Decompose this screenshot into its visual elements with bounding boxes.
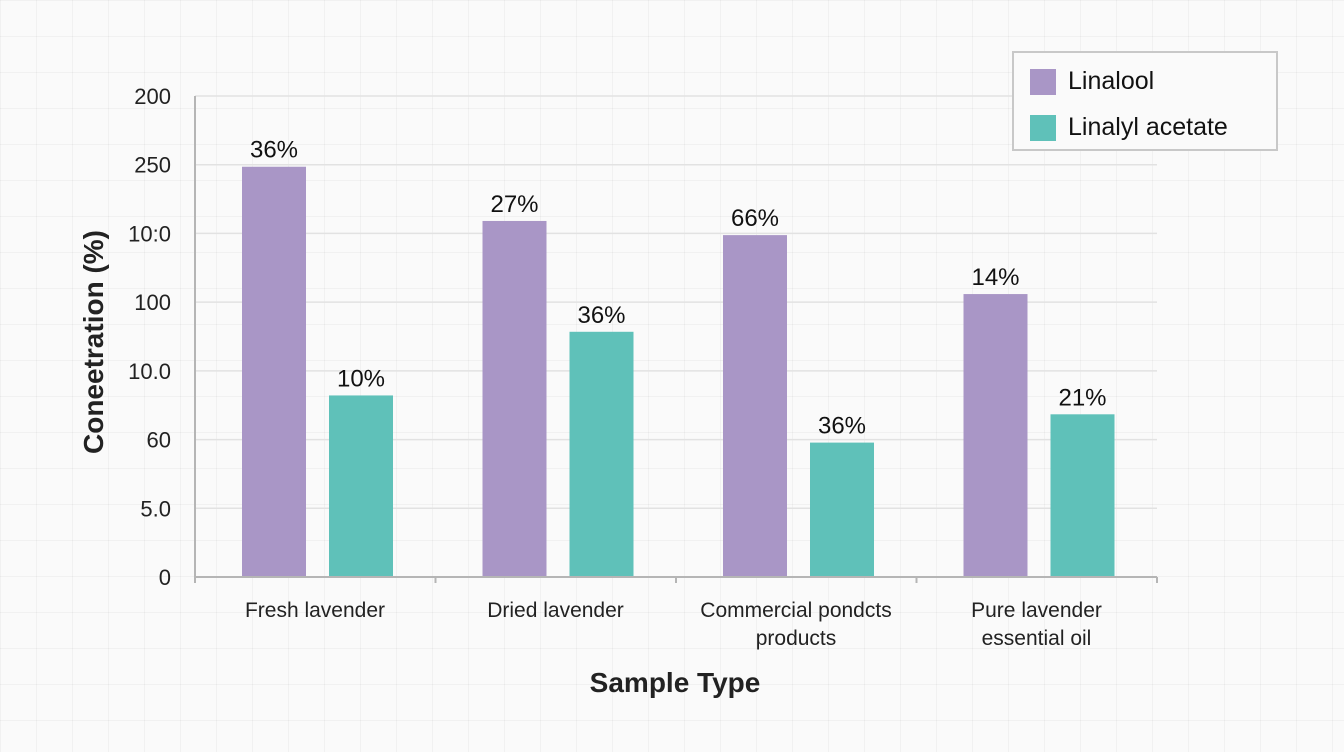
data-label: 21% xyxy=(1058,384,1106,411)
data-label: 36% xyxy=(818,413,866,440)
y-tick-label: 60 xyxy=(147,428,171,453)
data-label: 10% xyxy=(337,365,385,392)
y-tick-label: 100 xyxy=(134,290,171,315)
x-axis-title: Sample Type xyxy=(590,667,761,698)
y-tick-label: 5.0 xyxy=(140,496,171,521)
y-tick-labels: 0 5.0 60 10.0 100 10:0 250 200 xyxy=(128,84,171,590)
data-label: 14% xyxy=(971,264,1019,291)
category-label: products xyxy=(756,627,837,650)
bar-linalyl-acetate xyxy=(329,395,393,577)
y-tick-label: 200 xyxy=(134,84,171,109)
legend-item-linalool: Linalool xyxy=(1030,67,1154,96)
category-label: Pure lavender xyxy=(971,599,1102,622)
y-tick-label: 10:0 xyxy=(128,221,171,246)
bar-linalool xyxy=(242,166,306,577)
legend-swatch-linalool xyxy=(1030,68,1056,95)
y-axis-title: Coneetration (%) xyxy=(78,230,109,454)
bar-linalyl-acetate xyxy=(810,442,874,577)
data-label: 27% xyxy=(490,191,538,218)
data-label: 66% xyxy=(731,205,779,232)
axes xyxy=(194,96,1158,583)
category-label: essential oil xyxy=(982,627,1092,650)
category-label: Fresh lavender xyxy=(245,599,385,622)
y-tick-label: 250 xyxy=(134,153,171,178)
bar-linalool xyxy=(963,294,1028,577)
legend-label: Linalyl acetate xyxy=(1068,113,1228,141)
data-labels: 36% 10% 27% 36% 66% 36% 14% 21% xyxy=(250,137,1107,440)
legend-label: Linalool xyxy=(1068,67,1155,95)
legend-item-linalyl-acetate: Linalyl acetate xyxy=(1030,113,1228,142)
category-label: Dried lavender xyxy=(487,599,624,622)
legend-swatch-linalyl-acetate xyxy=(1030,114,1056,141)
data-label: 36% xyxy=(250,137,298,164)
y-tick-label: 0 xyxy=(159,565,171,590)
bar-linalool xyxy=(723,235,787,578)
category-labels: Fresh lavender Dried lavender Commercial p… xyxy=(245,599,1102,650)
category-label: Commercial pondcts xyxy=(700,599,891,622)
y-tick-label: 10.0 xyxy=(128,359,171,384)
data-label: 36% xyxy=(577,302,625,329)
bars xyxy=(242,166,1115,578)
bar-linalyl-acetate xyxy=(569,331,634,577)
bar-linalool xyxy=(482,220,547,577)
bar-linalyl-acetate xyxy=(1050,414,1115,577)
legend: Linalool Linalyl acetate xyxy=(1012,51,1278,151)
